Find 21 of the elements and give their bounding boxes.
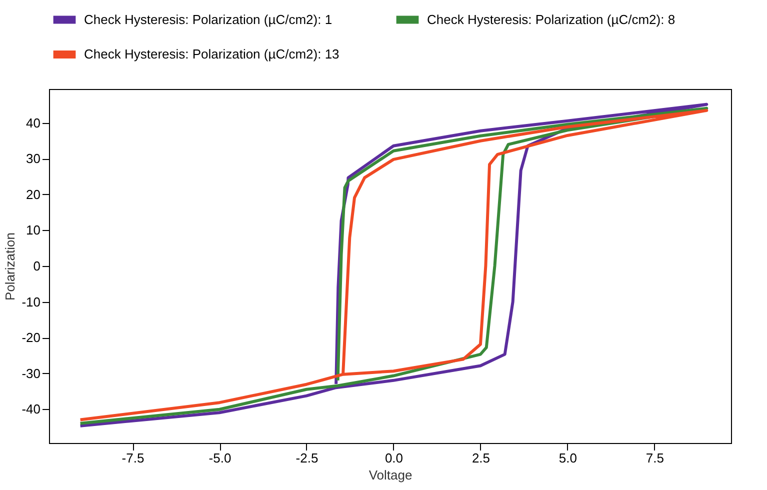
legend-label: Check Hysteresis: Polarization (µC/cm2): 13 [84, 46, 340, 62]
x-tick-label: -5.0 [208, 450, 232, 466]
legend-label: Check Hysteresis: Polarization (µC/cm2): 8 [427, 12, 676, 27]
y-tick-label: 10 [26, 222, 40, 238]
x-axis-title: Voltage [368, 468, 412, 482]
x-tick-label: -2.5 [296, 450, 318, 466]
x-tick-label: -7.5 [122, 450, 144, 466]
y-tick-label: -40 [22, 402, 40, 417]
y-tick-label: -10 [22, 294, 40, 310]
y-tick-label: 40 [26, 115, 40, 130]
y-tick-label: -30 [22, 366, 40, 381]
y-tick-label: 30 [26, 151, 40, 166]
y-tick-label: -20 [22, 330, 40, 346]
x-tick-label: 2.5 [472, 450, 490, 466]
y-tick-label: 0 [33, 258, 40, 274]
x-tick-label: 0.0 [384, 450, 404, 466]
y-tick-label: 20 [26, 186, 40, 202]
x-tick-label: 7.5 [646, 450, 664, 466]
x-tick-label: 5.0 [558, 450, 577, 466]
y-axis-title: Polarization [2, 232, 18, 300]
legend-label: Check Hysteresis: Polarization (µC/cm2): 1 [84, 12, 332, 27]
